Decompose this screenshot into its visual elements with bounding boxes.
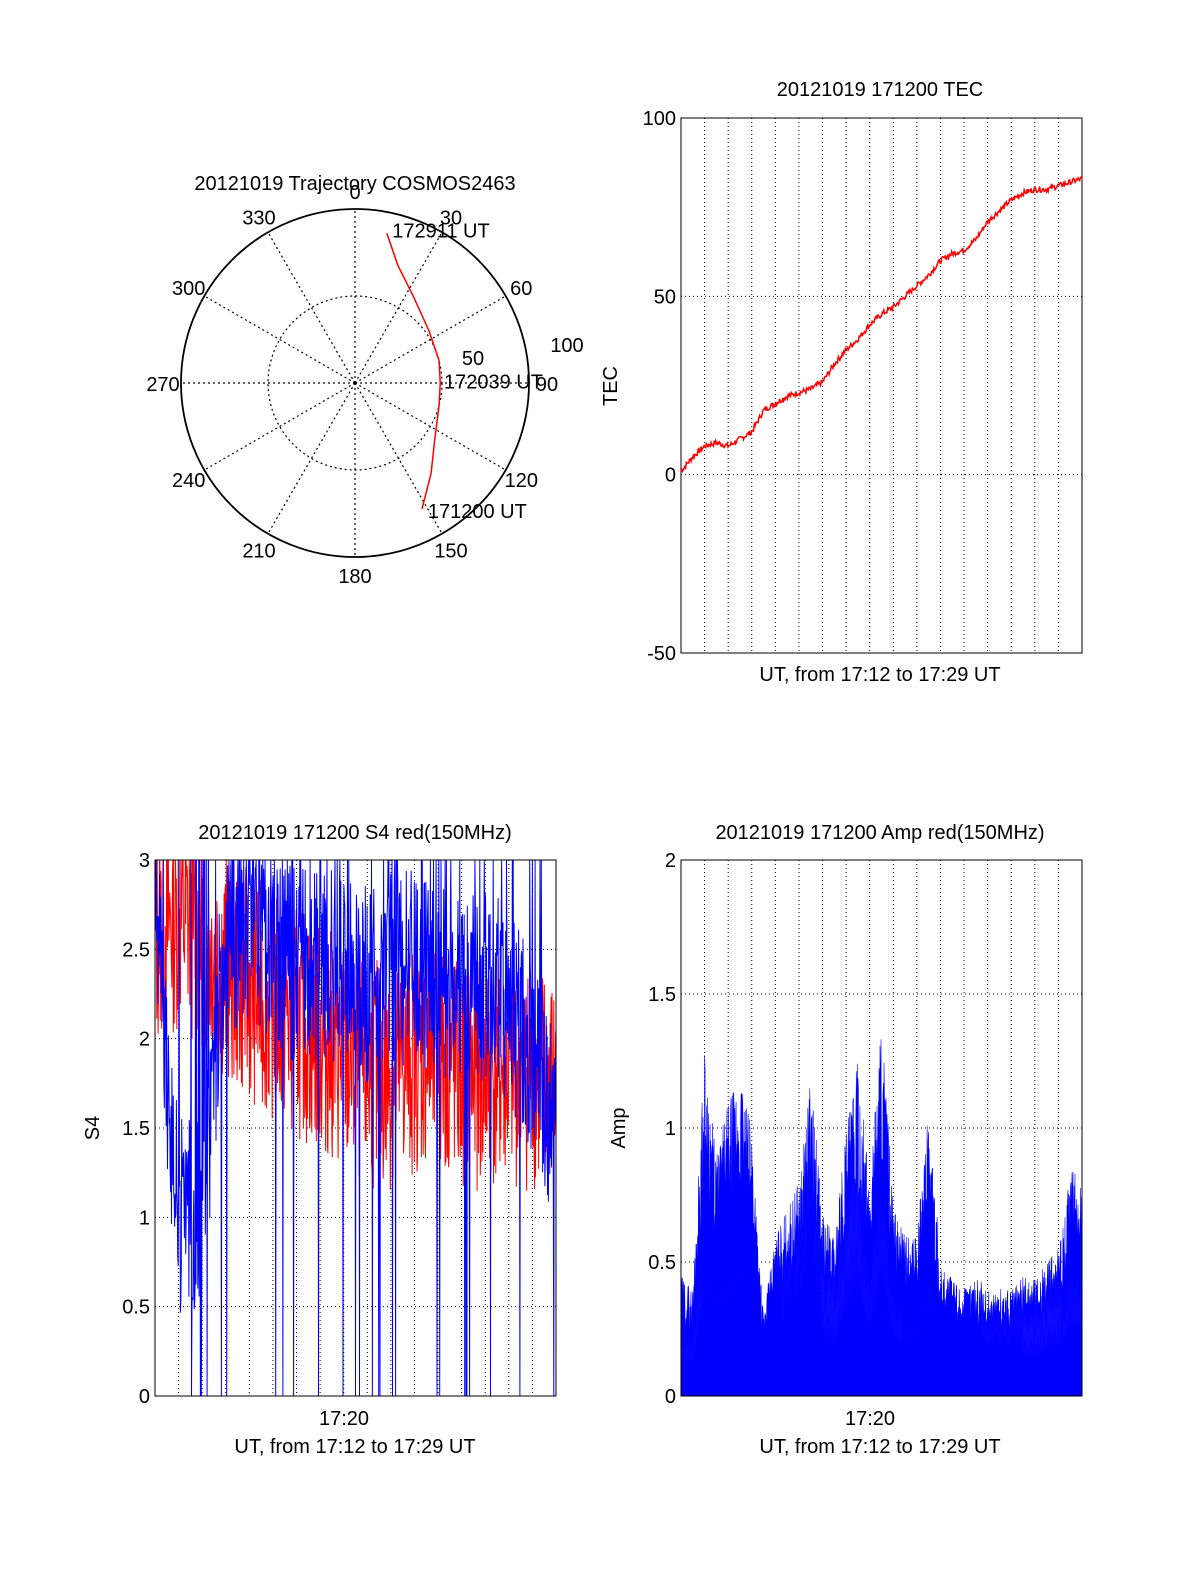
y-tick-label: -50 xyxy=(647,643,676,665)
polar-grid-spoke xyxy=(267,232,356,384)
y-tick-label: 100 xyxy=(643,108,676,130)
y-tick-labels: 100 50 0 -50 xyxy=(643,108,676,665)
azimuth-labels: 0 30 60 90 120 150 180 210 240 270 300 330 xyxy=(146,182,558,588)
azimuth-tick-label: 210 xyxy=(242,540,275,562)
amp-series-area xyxy=(680,1039,1083,1397)
azimuth-tick-label: 270 xyxy=(146,374,179,396)
y-tick-label: 0.5 xyxy=(122,1297,150,1319)
chart-title: 20121019 Trajectory COSMOS2463 xyxy=(194,173,515,195)
polar-trajectory-chart: 20121019 Trajectory COSMOS2463 0 30 60 90 12… xyxy=(146,173,583,588)
polar-grid-spoke xyxy=(354,295,506,384)
y-tick-label: 1 xyxy=(139,1207,150,1229)
trajectory-time-label: 171200 UT xyxy=(428,501,527,523)
polar-grid-spoke xyxy=(204,382,356,471)
y-tick-labels: 2 1.5 1 0.5 0 xyxy=(648,850,676,1408)
y-tick-label: 50 xyxy=(654,286,676,308)
x-axis-label: UT, from 17:12 to 17:29 UT xyxy=(759,664,1000,686)
polar-grid-spoke xyxy=(354,232,443,384)
x-tick-label: 17:20 xyxy=(319,1408,369,1430)
trajectory-annotations: 172911 UT 172039 UT 171200 UT xyxy=(392,220,543,522)
y-tick-label: 1.5 xyxy=(122,1118,150,1140)
x-axis-label: UT, from 17:12 to 17:29 UT xyxy=(234,1436,475,1458)
radial-tick-label: 50 xyxy=(462,348,484,370)
s4-chart: 20121019 171200 S4 red(150MHz) 3 2.5 2 1.5 1… xyxy=(82,822,557,1458)
y-tick-label: 0 xyxy=(139,1386,150,1408)
y-tick-label: 0 xyxy=(665,465,676,487)
chart-title: 20121019 171200 TEC xyxy=(777,79,983,101)
polar-grid-spoke xyxy=(354,382,443,534)
polar-grid-spoke xyxy=(204,295,356,384)
azimuth-tick-label: 120 xyxy=(505,470,538,492)
y-axis-label: S4 xyxy=(82,1116,104,1140)
azimuth-tick-label: 30 xyxy=(440,208,462,230)
polar-grid xyxy=(181,209,529,557)
radial-tick-label: 100 xyxy=(550,335,583,357)
trajectory-line xyxy=(386,232,442,510)
amp-chart: 20121019 171200 Amp red(150MHz) 2 1.5 1 0.5… xyxy=(608,822,1083,1458)
plot-frame xyxy=(680,117,1083,654)
x-axis-label: UT, from 17:12 to 17:29 UT xyxy=(759,1436,1000,1458)
trajectory-time-label: 172911 UT xyxy=(392,220,489,242)
polar-grid-spoke xyxy=(354,382,506,471)
y-tick-label: 1 xyxy=(665,1118,676,1140)
tec-chart: 20121019 171200 TEC 100 50 0 -50 TEC UT, fr… xyxy=(600,79,1083,686)
y-tick-label: 0 xyxy=(665,1386,676,1408)
azimuth-tick-label: 240 xyxy=(172,470,205,492)
y-tick-label: 2 xyxy=(139,1029,150,1051)
azimuth-tick-label: 0 xyxy=(349,182,360,204)
y-tick-label: 2.5 xyxy=(122,939,150,961)
y-axis-label: Amp xyxy=(608,1107,630,1148)
azimuth-tick-label: 300 xyxy=(172,278,205,300)
tec-series-line xyxy=(680,176,1083,474)
y-axis-label: TEC xyxy=(600,366,622,406)
plot-frame xyxy=(154,859,557,1397)
azimuth-tick-label: 180 xyxy=(338,566,371,588)
y-tick-label: 0.5 xyxy=(648,1252,676,1274)
chart-grid xyxy=(681,117,1082,654)
azimuth-tick-label: 60 xyxy=(510,278,532,300)
polar-outer-circle xyxy=(180,208,530,558)
chart-title: 20121019 171200 S4 red(150MHz) xyxy=(198,822,512,844)
y-tick-label: 3 xyxy=(139,850,150,872)
plot-frame xyxy=(680,859,1083,1397)
azimuth-tick-label: 330 xyxy=(242,208,275,230)
azimuth-tick-label: 90 xyxy=(536,374,558,396)
trajectory-time-label: 172039 UT xyxy=(444,371,543,393)
amp-series xyxy=(680,1039,1083,1397)
y-tick-label: 2 xyxy=(665,850,676,872)
y-tick-labels: 3 2.5 2 1.5 1 0.5 0 xyxy=(122,850,150,1408)
polar-grid-spoke xyxy=(267,382,356,534)
x-tick-label: 17:20 xyxy=(845,1408,895,1430)
y-tick-label: 1.5 xyxy=(648,984,676,1006)
azimuth-tick-label: 150 xyxy=(434,540,467,562)
chart-title: 20121019 171200 Amp red(150MHz) xyxy=(715,822,1044,844)
